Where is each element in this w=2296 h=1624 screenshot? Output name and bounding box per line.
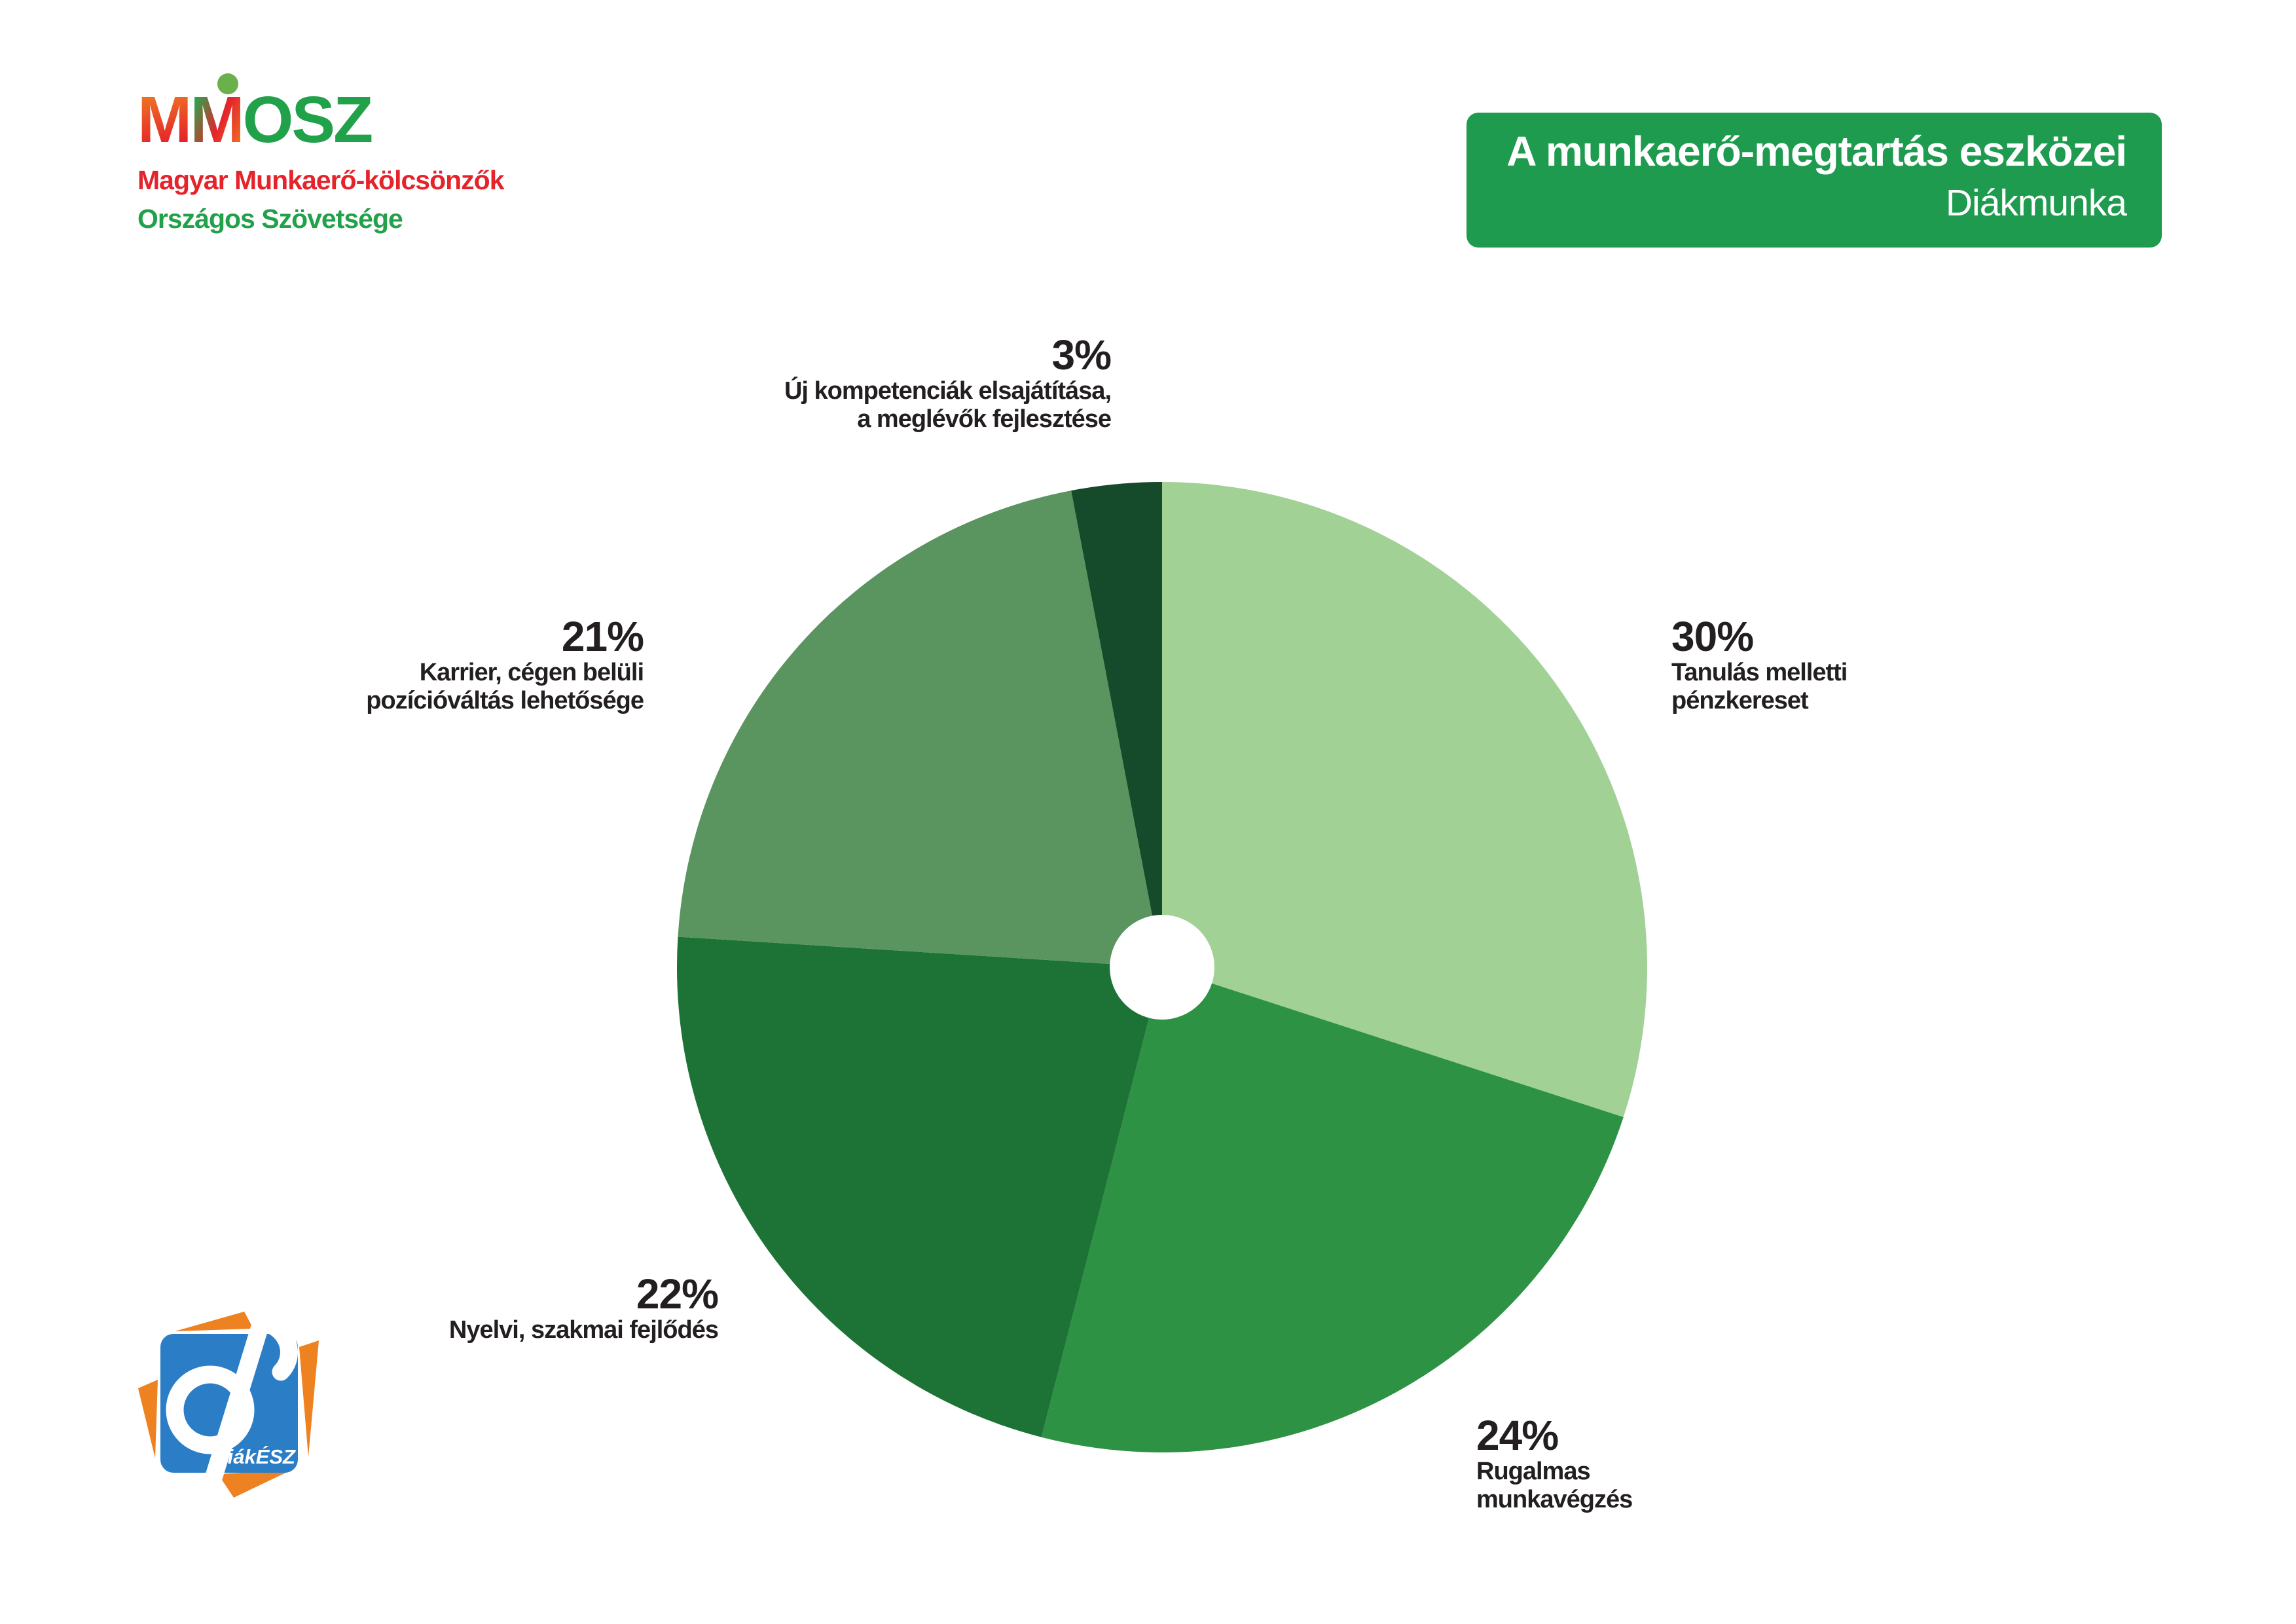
callout-30pct-value: 30%	[1671, 613, 1754, 660]
pie-chart	[676, 482, 1647, 1452]
mmosz-logo: MMOSZ Magyar Munkaerő-kölcsönzők Országo…	[137, 73, 505, 234]
diakesz-orange-shape-top	[175, 1312, 253, 1331]
chart-title: A munkaerő-megtartás eszközei	[1506, 128, 2127, 175]
diakesz-orange-shape-bottom	[218, 1470, 291, 1498]
mmosz-letters-osz: OSZ	[242, 83, 374, 157]
mmosz-subtitle-2: Országos Szövetsége	[137, 204, 403, 234]
callout-30pct-label-line2: pénzkereset	[1671, 687, 1809, 714]
pie-center-hole	[1110, 915, 1214, 1020]
callout-21pct-label-line1: Karrier, cégen belüli	[419, 659, 644, 686]
callout-21pct-value: 21%	[561, 613, 644, 660]
callout-24pct-value: 24%	[1476, 1412, 1559, 1459]
callout-30pct: 30% Tanulás melletti pénzkereset	[1671, 613, 1848, 715]
mmosz-person-head-icon	[217, 73, 238, 94]
diakesz-orange-shape-left	[138, 1380, 158, 1458]
mmosz-letter-m2: M	[190, 83, 244, 157]
callout-21pct: 21% Karrier, cégen belüli pozícióváltás …	[366, 614, 644, 715]
diakesz-wordmark: DiákÉSZ	[213, 1445, 296, 1468]
pie-slice-30%	[1162, 482, 1647, 1117]
callout-3pct: 3% Új kompetenciák elsajátítása, a meglé…	[784, 331, 1112, 434]
pie-slice-21%	[678, 490, 1162, 967]
callout-3pct-label-line2: a meglévők fejlesztése	[857, 405, 1112, 433]
callout-30pct-label-line1: Tanulás melletti	[1671, 659, 1848, 686]
diakesz-logo: DiákÉSZ	[138, 1309, 319, 1498]
callout-24pct: 24% Rugalmas munkavégzés	[1476, 1412, 1633, 1514]
callout-22pct-label-line1: Nyelvi, szakmai fejlődés	[448, 1316, 719, 1344]
callout-3pct-value: 3%	[1051, 331, 1112, 378]
callout-3pct-label-line1: Új kompetenciák elsajátítása,	[784, 377, 1112, 405]
diakesz-orange-shape-right	[299, 1340, 319, 1457]
pie-slice-22%	[676, 936, 1162, 1437]
callout-22pct-value: 22%	[636, 1270, 719, 1318]
mmosz-letter-m1: M	[137, 83, 192, 157]
callout-24pct-label-line2: munkavégzés	[1476, 1486, 1633, 1513]
pie-slice-3%	[1071, 482, 1162, 967]
callout-21pct-label-line2: pozícióváltás lehetősége	[366, 687, 644, 714]
chart-subtitle: Diákmunka	[1945, 182, 2127, 224]
mmosz-wordmark: MMOSZ	[137, 73, 504, 157]
diakesz-p-glyph	[166, 1309, 298, 1494]
pie-slice-24%	[1041, 967, 1624, 1452]
title-box: A munkaerő-megtartás eszközei Diákmunka	[1467, 113, 2162, 248]
callout-24pct-label-line1: Rugalmas	[1476, 1458, 1591, 1485]
mmosz-subtitle-1: Magyar Munkaerő-kölcsönzők	[137, 165, 505, 195]
callout-22pct: 22% Nyelvi, szakmai fejlődés	[448, 1270, 719, 1344]
